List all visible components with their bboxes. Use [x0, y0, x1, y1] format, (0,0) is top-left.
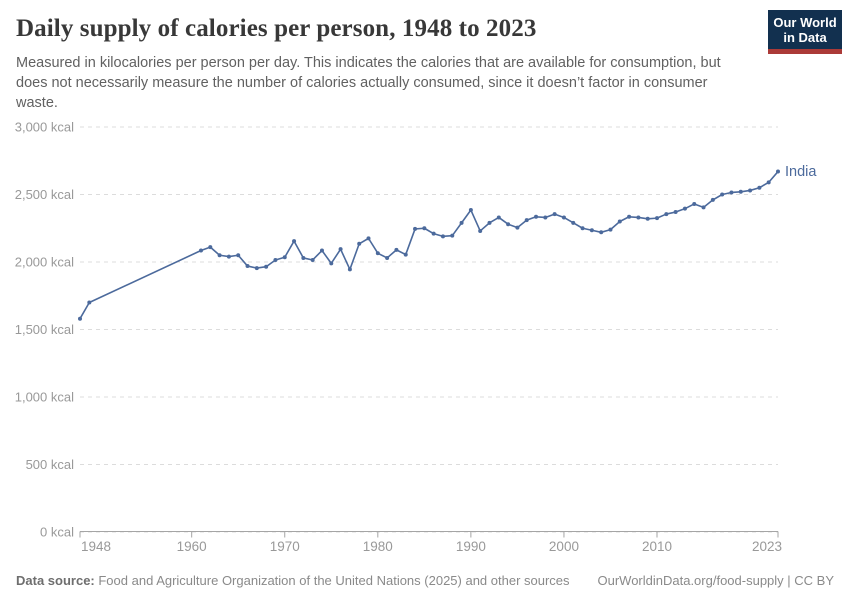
data-point — [645, 216, 650, 221]
x-tick-label: 1980 — [363, 539, 393, 554]
data-point — [757, 185, 762, 190]
series-line-india[interactable] — [79, 171, 779, 320]
x-tick-label: 2000 — [549, 539, 579, 554]
data-point — [245, 264, 250, 269]
data-point — [720, 192, 725, 197]
data-point — [599, 230, 604, 235]
x-tick-label: 1970 — [270, 539, 300, 554]
y-tick-label: 0 kcal — [40, 525, 74, 540]
data-point — [226, 254, 231, 259]
chart-footer: Data source: Food and Agriculture Organi… — [0, 573, 850, 588]
data-point — [357, 241, 362, 246]
data-point — [413, 226, 418, 231]
data-point — [524, 218, 529, 223]
data-point — [198, 248, 203, 253]
data-point — [478, 228, 483, 233]
x-tick-label: 2010 — [642, 539, 672, 554]
data-point — [534, 214, 539, 219]
data-point — [422, 226, 427, 231]
owid-url-link[interactable]: OurWorldinData.org/food-supply | CC BY — [597, 573, 834, 588]
x-tick-label: 1990 — [456, 539, 486, 554]
data-source-label: Data source: — [16, 573, 95, 588]
data-point — [776, 169, 780, 174]
x-tick-label: 1948 — [81, 539, 111, 554]
data-point — [748, 188, 753, 193]
data-point — [682, 206, 687, 211]
owid-logo-line1: Our World — [773, 15, 837, 30]
data-point — [431, 231, 436, 236]
data-point — [208, 245, 213, 250]
data-point — [655, 216, 660, 221]
y-tick-label: 1,500 kcal — [15, 322, 74, 337]
gridlines — [80, 126, 778, 533]
data-point — [282, 255, 287, 260]
data-point — [506, 222, 511, 227]
data-point — [580, 226, 585, 231]
data-point — [78, 316, 82, 321]
data-point — [273, 257, 278, 262]
y-tick-label: 1,000 kcal — [15, 390, 74, 405]
data-point — [552, 212, 557, 217]
data-point — [617, 219, 622, 224]
data-point — [701, 205, 706, 210]
y-tick-label: 2,000 kcal — [15, 255, 74, 270]
data-point — [487, 220, 492, 225]
data-point — [664, 212, 669, 217]
owid-logo-line2: in Data — [783, 30, 827, 45]
x-axis — [79, 531, 779, 538]
chart-title: Daily supply of calories per person, 194… — [16, 15, 537, 42]
data-point — [329, 261, 334, 266]
data-point — [766, 180, 771, 185]
data-point — [496, 215, 501, 220]
data-point — [375, 251, 380, 256]
data-point — [217, 253, 222, 258]
data-point — [627, 214, 632, 219]
data-point — [236, 253, 241, 258]
y-axis-labels: 0 kcal 500 kcal 1,000 kcal 1,500 kcal 2,000 … — [15, 120, 74, 540]
data-point — [366, 236, 371, 241]
data-point — [254, 266, 259, 271]
data-point — [292, 239, 297, 244]
chart-subtitle: Measured in kilocalories per person per … — [16, 55, 721, 111]
data-point — [710, 197, 715, 202]
series-points-india — [78, 169, 780, 321]
data-point — [543, 215, 548, 220]
data-point — [515, 225, 520, 230]
data-point — [338, 247, 343, 252]
chart-header: Daily supply of calories per person, 194… — [0, 0, 850, 113]
data-source-note: Data source: Food and Agriculture Organi… — [16, 573, 570, 588]
data-point — [450, 233, 455, 238]
data-point — [440, 234, 445, 239]
data-point — [385, 255, 390, 260]
data-point — [608, 227, 613, 232]
data-point — [87, 300, 92, 305]
y-tick-label: 500 kcal — [26, 457, 75, 472]
x-axis-labels: 1948 1960 1970 1980 1990 2000 2010 2023 — [81, 539, 782, 554]
data-point — [310, 257, 315, 262]
data-source-text: Food and Agriculture Organization of the… — [94, 573, 570, 588]
y-tick-label: 3,000 kcal — [15, 120, 74, 135]
data-point — [692, 201, 697, 206]
data-point — [729, 190, 734, 195]
y-tick-label: 2,500 kcal — [15, 187, 74, 202]
data-point — [636, 215, 641, 220]
data-point — [459, 220, 464, 225]
data-point — [264, 264, 269, 269]
data-point — [301, 255, 306, 260]
data-point — [403, 252, 408, 257]
data-point — [673, 210, 678, 215]
x-tick-label: 2023 — [752, 539, 782, 554]
data-point — [468, 208, 473, 213]
data-point — [589, 228, 594, 233]
data-point — [394, 247, 399, 252]
data-point — [561, 215, 566, 220]
x-tick-label: 1960 — [177, 539, 207, 554]
data-point — [738, 189, 743, 194]
owid-logo[interactable]: Our World in Data — [768, 10, 842, 54]
entity-label-india[interactable]: India — [785, 164, 817, 180]
data-point — [319, 248, 324, 253]
data-point — [347, 267, 352, 272]
data-point — [571, 220, 576, 225]
